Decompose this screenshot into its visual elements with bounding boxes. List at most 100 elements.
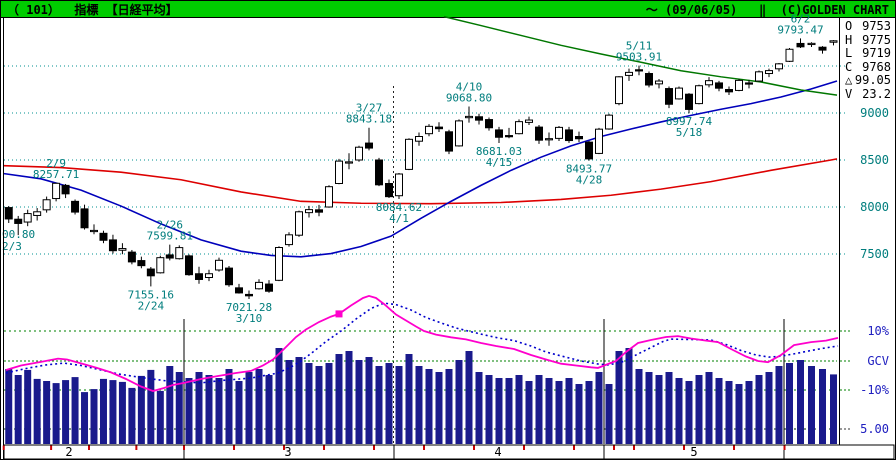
y-axis-label: 9000: [860, 106, 889, 120]
candle-down: [505, 135, 513, 138]
volume-bar: [315, 366, 323, 444]
candle-up: [305, 209, 313, 214]
candle-up: [205, 273, 213, 278]
volume-bar: [305, 363, 313, 444]
volume-bar: [195, 372, 203, 444]
annotation-date: 4/15: [486, 156, 513, 169]
volume-bar: [137, 375, 145, 444]
annotation-value: 9793.47: [777, 23, 823, 36]
volume-bar: [655, 375, 663, 444]
annotation-value: 8084.62: [376, 201, 422, 214]
volume-bar: [595, 372, 603, 444]
quote-panel: O 9753 H 9775 L 9719 C 9768 △ 99.05 V 23.2: [845, 19, 891, 102]
volume-bar: [128, 387, 136, 444]
volume-bar: [325, 363, 333, 444]
annotation-date: 5/11: [626, 40, 653, 53]
candle-down: [685, 93, 693, 110]
gcv-axis-label: 5.00: [860, 422, 889, 436]
annotation-value: 8257.71: [33, 168, 79, 181]
candle-down: [61, 184, 70, 195]
volume-bar: [830, 374, 837, 444]
candle-down: [575, 136, 583, 140]
candle-up: [455, 120, 463, 147]
candle-down: [796, 42, 805, 48]
candle-up: [755, 71, 763, 82]
candle-down: [14, 218, 23, 224]
quote-high: H 9775: [845, 32, 891, 47]
y-axis-labels: 9000 8500 8000 7500: [860, 106, 889, 261]
candle-up: [255, 281, 263, 290]
candle-up: [675, 87, 683, 100]
annotation-value: 9068.80: [446, 92, 492, 105]
candle-up: [705, 80, 713, 86]
candle-up: [545, 138, 553, 141]
annotation-value: 8843.18: [346, 113, 392, 126]
volume-bar: [715, 378, 723, 444]
candle-down: [185, 255, 193, 276]
candle-up: [829, 40, 838, 43]
annotation-value: 8997.74: [666, 115, 713, 128]
volume-bar: [285, 360, 293, 444]
annotation-date: 2/9: [46, 157, 66, 170]
candle-up: [275, 247, 283, 281]
volume-bar: [475, 372, 483, 444]
volume-bar: [808, 366, 815, 444]
volume-bar: [225, 369, 233, 444]
price-gridlines: [4, 65, 845, 255]
candle-up: [175, 247, 184, 260]
annotation-date: 2/26: [157, 219, 184, 232]
volume-bar: [405, 354, 413, 444]
month-label: 3: [284, 445, 291, 459]
volume-bars: [5, 348, 837, 444]
quote-low: L 9719: [845, 46, 891, 61]
annotation-date: 2/24: [138, 299, 165, 312]
quote-change: △ 99.05: [845, 73, 891, 88]
volume-bar: [215, 378, 223, 444]
candle-up: [555, 126, 563, 139]
candlesticks: [4, 38, 838, 299]
candle-up: [695, 85, 703, 105]
candle-down: [495, 129, 503, 138]
volume-bar: [435, 372, 443, 444]
volume-bar: [62, 380, 70, 444]
candle-down: [108, 239, 117, 252]
month-label: 5: [690, 445, 697, 459]
candle-up: [23, 213, 32, 223]
candle-down: [127, 251, 136, 263]
volume-bar: [425, 369, 433, 444]
volume-bar: [395, 366, 403, 444]
volume-bar: [605, 384, 613, 444]
volume-bar: [156, 390, 164, 444]
volume-bar: [615, 351, 623, 444]
volume-bar: [375, 366, 383, 444]
candle-up: [735, 79, 743, 91]
volume-bar: [635, 369, 643, 444]
volume-bar: [175, 372, 183, 444]
candle-down: [245, 293, 253, 297]
candle-down: [435, 126, 443, 130]
candle-up: [595, 128, 603, 154]
volume-bar: [445, 369, 453, 444]
volume-bar: [765, 372, 773, 444]
candle-down: [146, 268, 155, 277]
candle-down: [665, 88, 673, 105]
month-label: 4: [494, 445, 501, 459]
volume-bar: [485, 375, 493, 444]
volume-bar: [265, 375, 273, 444]
volume-bar: [775, 366, 783, 444]
volume-bar: [52, 383, 60, 444]
quote-close: C 9768: [845, 59, 891, 74]
volume-bar: [335, 354, 343, 444]
volume-bar: [819, 369, 826, 444]
candle-down: [445, 131, 453, 152]
candle-down: [645, 73, 653, 86]
ma-line-medium-red: [3, 158, 838, 205]
candle-up: [655, 80, 663, 85]
volume-bar: [43, 381, 51, 444]
month-labels: 2 3 4 5: [65, 445, 697, 459]
candle-up: [765, 70, 773, 75]
volume-bar: [786, 363, 793, 444]
volume-bar: [147, 369, 155, 444]
volume-bar: [797, 360, 804, 444]
candle-up: [785, 48, 794, 62]
